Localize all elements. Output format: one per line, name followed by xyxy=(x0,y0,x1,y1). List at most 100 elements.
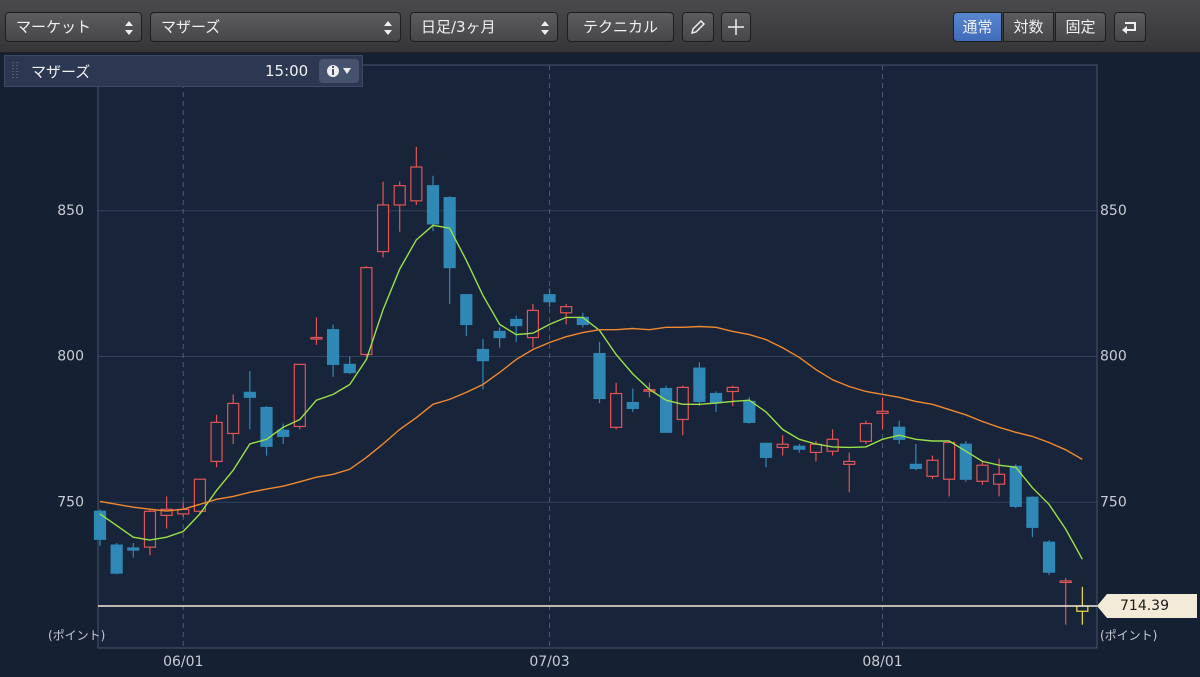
candle-body xyxy=(843,460,856,465)
candle-body xyxy=(859,422,873,442)
select-arrows xyxy=(125,21,133,35)
candle-body xyxy=(1059,580,1072,584)
y-tick-label: 750 xyxy=(57,494,84,510)
candle-body xyxy=(992,473,1006,485)
candle-body xyxy=(743,400,756,423)
y-tick-label: 800 xyxy=(1100,349,1127,365)
candle-body xyxy=(526,309,540,339)
candle-body xyxy=(193,478,206,512)
candle-body xyxy=(327,329,340,365)
candle-body xyxy=(493,330,506,339)
undo-button[interactable] xyxy=(1114,12,1146,42)
candle-body xyxy=(659,387,673,433)
candle-body xyxy=(793,445,806,450)
candle-body xyxy=(1076,605,1089,612)
candle-body xyxy=(593,352,606,400)
header-time: 15:00 xyxy=(265,62,309,80)
pencil-icon xyxy=(690,19,706,35)
candle-body xyxy=(976,464,989,482)
candle-body xyxy=(1026,496,1039,528)
y-tick-label: 850 xyxy=(1100,203,1127,219)
undo-icon xyxy=(1122,22,1136,34)
candle-body xyxy=(759,442,773,458)
candle-body xyxy=(776,443,789,449)
candle-body xyxy=(426,185,440,225)
chart-header: マザーズ 15:00 xyxy=(4,55,363,87)
candle-body xyxy=(293,363,306,428)
toolbar: マーケット マザーズ 日足/3ヶ月 テクニカル 通常 対数 固定 xyxy=(0,0,1200,53)
info-icon xyxy=(327,65,351,77)
draw-button[interactable] xyxy=(682,12,714,42)
info-button[interactable] xyxy=(319,59,359,83)
candle-body xyxy=(343,363,356,374)
candle-body xyxy=(926,459,939,477)
candle-body xyxy=(626,401,639,409)
candle-body xyxy=(227,402,240,435)
candle-body xyxy=(360,266,373,356)
candle-body xyxy=(410,166,423,202)
candle-body xyxy=(809,443,823,454)
candle-body xyxy=(460,294,473,326)
mode-log[interactable]: 対数 xyxy=(1003,12,1054,42)
header-title: マザーズ xyxy=(31,63,91,81)
mode-label: 対数 xyxy=(1013,18,1044,36)
candle-body xyxy=(959,443,972,480)
mode-fixed[interactable]: 固定 xyxy=(1055,12,1106,42)
period-select[interactable]: 日足/3ヶ月 xyxy=(410,12,558,42)
candle-body xyxy=(826,438,839,452)
candle-body xyxy=(243,391,256,398)
period-label: 日足/3ヶ月 xyxy=(421,18,496,36)
select-arrows xyxy=(384,21,392,35)
y-axis-label: (ポイント) xyxy=(48,629,105,643)
mode-normal[interactable]: 通常 xyxy=(953,12,1002,42)
candle-body xyxy=(560,306,573,314)
candle-body xyxy=(260,406,273,447)
candle-body xyxy=(726,386,739,393)
index-select[interactable]: マザーズ xyxy=(150,12,401,42)
candle-body xyxy=(277,429,290,437)
candle-body xyxy=(143,510,157,548)
price-tag-label: 714.39 xyxy=(1120,598,1169,614)
x-tick-label: 07/03 xyxy=(529,654,569,670)
price-tag xyxy=(1097,594,1197,619)
candle-body xyxy=(110,544,123,574)
technical-button[interactable]: テクニカル xyxy=(567,12,674,42)
x-tick-label: 08/01 xyxy=(862,654,902,670)
y-tick-label: 850 xyxy=(57,203,84,219)
market-select[interactable]: マーケット xyxy=(5,12,142,42)
candle-body xyxy=(909,463,922,470)
candle-body xyxy=(1042,541,1056,573)
candle-body xyxy=(693,367,706,402)
moving-average xyxy=(99,325,1083,512)
candle-body xyxy=(127,547,140,551)
y-axis-label: (ポイント) xyxy=(1100,629,1157,643)
candle-body xyxy=(876,410,889,414)
plus-icon xyxy=(728,19,744,35)
market-label: マーケット xyxy=(16,18,92,36)
candle-body xyxy=(476,348,490,362)
moving-average xyxy=(99,224,1083,560)
candle-body xyxy=(443,197,456,269)
grip xyxy=(12,62,18,80)
candle-body xyxy=(393,185,406,206)
candle-body xyxy=(610,392,623,428)
candle-body xyxy=(543,294,556,303)
candle-body xyxy=(943,441,956,480)
y-tick-label: 800 xyxy=(57,349,84,365)
candle-body xyxy=(160,508,173,516)
index-label: マザーズ xyxy=(161,18,221,36)
candle-body xyxy=(709,392,723,404)
y-tick-label: 750 xyxy=(1100,494,1127,510)
select-arrows xyxy=(541,21,549,35)
candle-body xyxy=(210,421,223,463)
add-button[interactable] xyxy=(721,12,751,42)
candle-body xyxy=(376,204,390,253)
mode-label: 通常 xyxy=(962,18,993,36)
x-tick-label: 06/01 xyxy=(163,654,203,670)
plot xyxy=(93,146,1097,625)
candle-body xyxy=(1009,465,1022,507)
mode-label: 固定 xyxy=(1065,18,1096,36)
technical-label: テクニカル xyxy=(582,18,658,36)
